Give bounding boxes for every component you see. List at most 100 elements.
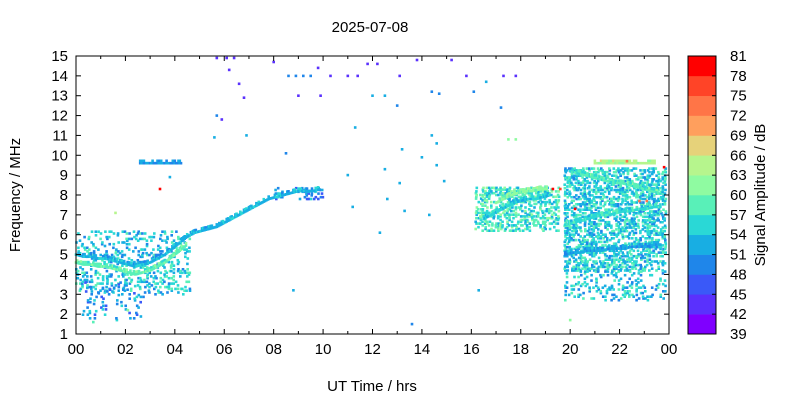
heatmap-cell [634, 228, 638, 231]
heatmap-cell [137, 261, 141, 265]
heatmap-cell [659, 293, 663, 297]
heatmap-cell [577, 174, 581, 177]
heatmap-cell [644, 194, 647, 197]
heatmap-cell [623, 273, 627, 277]
heatmap-cell [475, 216, 478, 220]
heatmap-cell [155, 276, 158, 280]
heatmap-cell [546, 216, 549, 220]
heatmap-cell [94, 309, 98, 313]
heatmap-cell [563, 186, 567, 190]
heatmap-cell [610, 199, 613, 203]
heatmap-cell [577, 263, 581, 267]
heatmap-cell [646, 226, 649, 229]
heatmap-cell [141, 237, 144, 241]
heatmap-cell [609, 213, 613, 216]
heatmap-cell [172, 264, 176, 267]
heatmap-cell [531, 216, 534, 220]
heatmap-cell [597, 265, 601, 269]
heatmap-cell [116, 253, 119, 257]
heatmap-cell [638, 199, 641, 203]
heatmap-cell [646, 222, 650, 226]
heatmap-cell [661, 269, 664, 272]
heatmap-cell [626, 269, 629, 272]
heatmap-cell [621, 199, 625, 203]
heatmap-cell [603, 284, 607, 288]
heatmap-cell [646, 190, 649, 194]
heatmap-cell [604, 265, 607, 269]
heatmap-cell [624, 197, 627, 201]
heatmap-cell [287, 190, 290, 193]
heatmap-cell [509, 200, 513, 204]
heatmap-cell [137, 253, 140, 257]
heatmap-cell [94, 254, 98, 257]
heatmap-cell [635, 293, 639, 297]
heatmap-cell [148, 282, 151, 285]
heatmap-cell [634, 263, 638, 267]
heatmap-cell [608, 286, 611, 289]
heatmap-cell [81, 268, 85, 271]
heatmap-cell [643, 170, 647, 174]
heatmap-cell [112, 286, 116, 290]
heatmap-cell [502, 74, 505, 78]
heatmap-cell [548, 227, 552, 231]
heatmap-cell [482, 215, 485, 218]
heatmap-cell [586, 208, 589, 211]
heatmap-cell [570, 254, 574, 258]
heatmap-cell [617, 169, 620, 172]
heatmap-cell [488, 195, 491, 199]
y-tick-label: 9 [60, 167, 68, 184]
heatmap-cell [594, 244, 598, 247]
heatmap-cell [581, 194, 585, 197]
heatmap-cell [636, 224, 640, 228]
heatmap-cell [635, 194, 638, 197]
heatmap-cell [528, 225, 531, 229]
heatmap-cell [635, 260, 638, 263]
heatmap-cell [628, 188, 632, 192]
heatmap-cell [485, 195, 489, 199]
heatmap-cell [183, 269, 187, 273]
colorbar-tick-label: 75 [730, 88, 747, 105]
heatmap-cell [84, 281, 87, 284]
heatmap-cell [617, 220, 620, 224]
heatmap-cell [568, 235, 572, 238]
heatmap-cell [175, 230, 178, 233]
heatmap-cell [596, 267, 600, 270]
heatmap-cell [573, 212, 576, 215]
heatmap-cell [566, 206, 569, 210]
heatmap-cell [159, 271, 163, 275]
heatmap-cell [632, 222, 635, 226]
heatmap-cell [551, 213, 554, 216]
heatmap-cell [570, 247, 573, 251]
heatmap-cell [604, 177, 608, 180]
heatmap-cell [630, 265, 634, 269]
heatmap-cell [567, 167, 571, 170]
heatmap-cell [566, 208, 570, 211]
heatmap-cell [575, 203, 578, 206]
heatmap-cell [571, 183, 574, 186]
heatmap-cell [577, 265, 580, 269]
heatmap-cell [630, 192, 634, 195]
heatmap-cell [528, 229, 532, 232]
heatmap-cell [664, 178, 667, 181]
heatmap-cell [430, 90, 434, 93]
heatmap-cell [630, 282, 634, 286]
heatmap-cell [295, 190, 299, 193]
heatmap-cell [579, 254, 583, 258]
heatmap-cell [184, 255, 187, 259]
heatmap-cell [610, 186, 613, 190]
heatmap-cell [588, 235, 592, 238]
heatmap-cell [624, 190, 627, 194]
heatmap-cell [148, 285, 151, 289]
heatmap-cell [583, 183, 587, 186]
heatmap-cell [643, 269, 646, 272]
heatmap-cell [625, 267, 629, 270]
heatmap-cell [591, 238, 594, 242]
heatmap-cell [87, 237, 91, 241]
heatmap-cell [645, 237, 649, 240]
heatmap-cell [134, 237, 138, 241]
heatmap-cell [129, 287, 133, 291]
heatmap-cell [595, 279, 598, 282]
heatmap-cell [579, 293, 582, 297]
heatmap-cell [543, 190, 547, 193]
heatmap-cell [646, 181, 649, 185]
